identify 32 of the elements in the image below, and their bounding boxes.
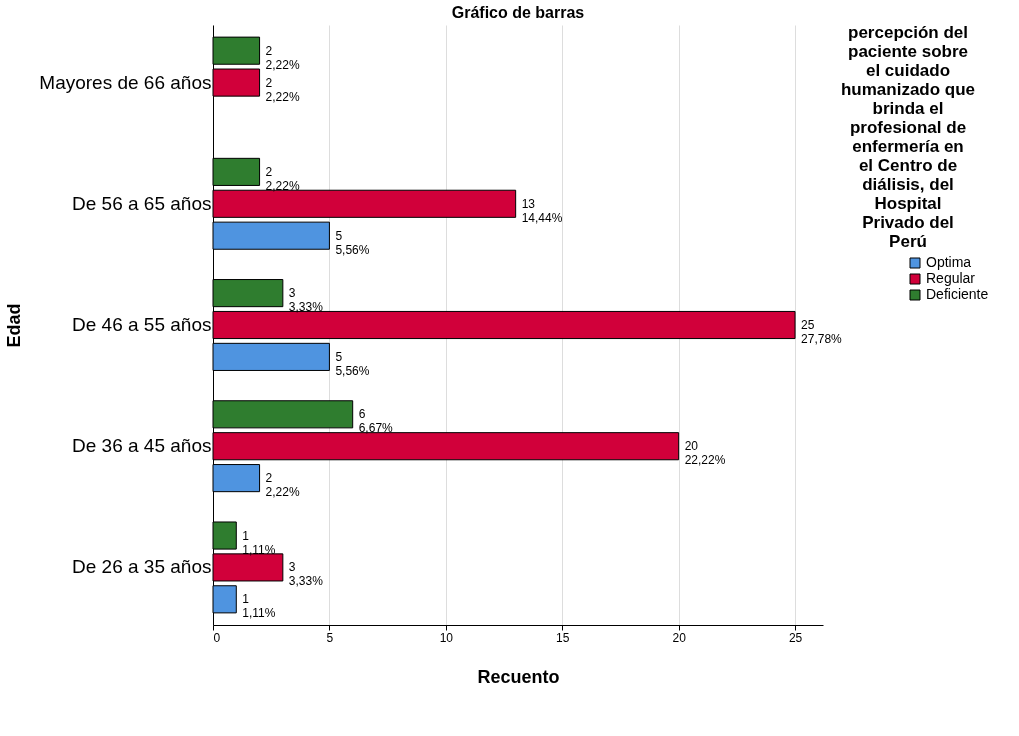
x-axis-title: Recuento bbox=[477, 666, 560, 687]
x-tick-label: 10 bbox=[439, 630, 454, 645]
data-label: 2 2,22% bbox=[265, 75, 300, 104]
y-axis-title: Edad bbox=[4, 303, 25, 348]
y-tick-label: De 26 a 35 años bbox=[72, 556, 212, 578]
x-tick-label: 20 bbox=[672, 630, 687, 645]
chart-title: Gráfico de barras bbox=[451, 4, 585, 21]
legend-label: Regular bbox=[926, 270, 976, 286]
data-label: 3 3,33% bbox=[288, 286, 324, 315]
data-label: 2 2,22% bbox=[265, 471, 300, 500]
x-tick-label: 0 bbox=[213, 630, 221, 645]
x-tick-label: 25 bbox=[788, 630, 803, 645]
y-tick-label: De 36 a 45 años bbox=[72, 435, 212, 457]
y-tick-label: Mayores de 66 años bbox=[39, 71, 212, 93]
data-label: 2 2,22% bbox=[265, 43, 300, 72]
y-tick-label: De 56 a 65 años bbox=[72, 192, 212, 214]
x-tick-label: 5 bbox=[326, 630, 334, 645]
data-label: 6 6,67% bbox=[358, 407, 394, 436]
data-label: 1 1,11% bbox=[242, 592, 276, 621]
data-label: 13 14,44% bbox=[521, 196, 563, 225]
text: percepción del paciente sobre el cuidado humanizado que brinda el profesional de enfermería en el Centro de diálisis, del Hospital Privado del Perú bbox=[840, 23, 976, 251]
data-label: 25 27,78% bbox=[801, 318, 843, 346]
data-label: 20 22,22% bbox=[684, 439, 726, 468]
data-label: 3 3,33% bbox=[288, 560, 324, 589]
data-label: 1 1,11% bbox=[242, 528, 276, 557]
legend-label: Optima bbox=[926, 254, 972, 270]
data-label: 2 2,22% bbox=[265, 164, 300, 193]
data-label: 5 5,56% bbox=[335, 349, 370, 378]
legend-label: Deficiente bbox=[926, 286, 989, 302]
x-tick-label: 15 bbox=[556, 630, 570, 645]
y-tick-label: De 46 a 55 años bbox=[72, 314, 212, 335]
data-label: 5 5,56% bbox=[335, 228, 370, 257]
